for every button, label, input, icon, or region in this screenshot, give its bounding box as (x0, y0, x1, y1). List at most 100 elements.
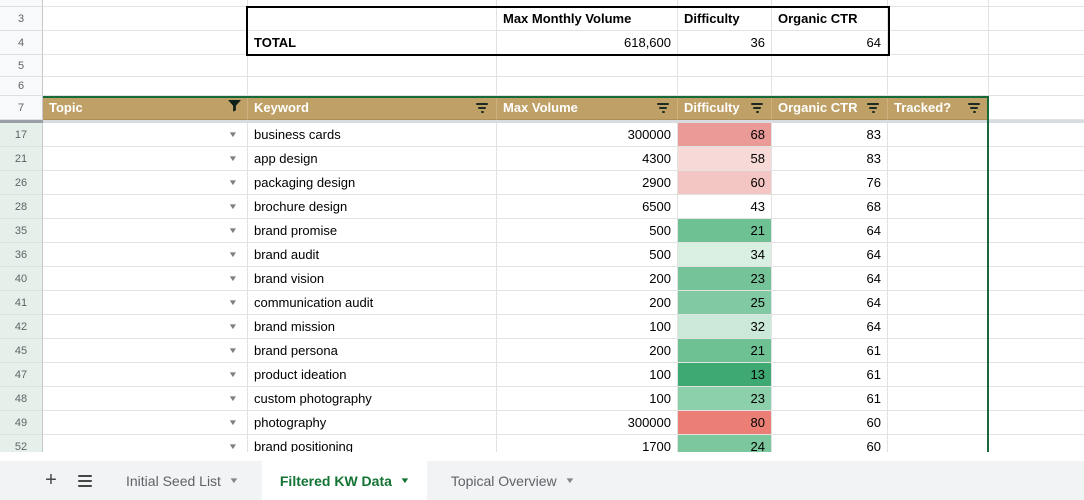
keyword-cell[interactable]: custom photography (248, 387, 497, 411)
column-header-organic-ctr[interactable]: Organic CTR (772, 96, 888, 120)
empty-cell[interactable] (497, 0, 678, 7)
total-volume-cell[interactable]: 618,600 (497, 31, 678, 55)
empty-cell[interactable] (772, 0, 888, 7)
empty-cell[interactable] (497, 77, 678, 96)
difficulty-cell[interactable]: 43 (678, 195, 772, 219)
empty-cell[interactable] (888, 77, 989, 96)
max-volume-cell[interactable]: 300000 (497, 123, 678, 147)
row-number[interactable]: 17 (0, 123, 43, 147)
keyword-cell[interactable]: brand positioning (248, 435, 497, 452)
difficulty-cell[interactable]: 21 (678, 339, 772, 363)
max-volume-cell[interactable]: 4300 (497, 147, 678, 171)
topic-cell[interactable]: ▼ (43, 387, 248, 411)
difficulty-cell[interactable]: 68 (678, 123, 772, 147)
summary-header-difficulty[interactable]: Difficulty (678, 7, 772, 31)
row-number[interactable]: 35 (0, 219, 43, 243)
organic-ctr-cell[interactable]: 61 (772, 339, 888, 363)
row-number[interactable]: 7 (0, 96, 43, 120)
chevron-down-icon[interactable]: ▼ (227, 154, 239, 163)
empty-cell[interactable] (772, 55, 888, 77)
organic-ctr-cell[interactable]: 64 (772, 267, 888, 291)
total-label-cell[interactable]: TOTAL (248, 31, 497, 55)
empty-cell[interactable] (678, 55, 772, 77)
empty-cell[interactable] (989, 7, 1084, 31)
max-volume-cell[interactable]: 100 (497, 387, 678, 411)
organic-ctr-cell[interactable]: 64 (772, 315, 888, 339)
difficulty-cell[interactable]: 23 (678, 267, 772, 291)
empty-cell[interactable] (989, 267, 1084, 291)
filter-icon[interactable] (867, 102, 881, 113)
row-number[interactable]: 48 (0, 387, 43, 411)
max-volume-cell[interactable]: 200 (497, 339, 678, 363)
chevron-down-icon[interactable]: ▼ (564, 476, 576, 485)
row-number[interactable]: 4 (0, 31, 43, 55)
empty-cell[interactable] (989, 0, 1084, 7)
topic-cell[interactable]: ▼ (43, 123, 248, 147)
keyword-cell[interactable]: photography (248, 411, 497, 435)
total-difficulty-cell[interactable]: 36 (678, 31, 772, 55)
chevron-down-icon[interactable]: ▼ (227, 322, 239, 331)
tracked-cell[interactable] (888, 291, 989, 315)
column-header-difficulty[interactable]: Difficulty (678, 96, 772, 120)
row-number[interactable]: 3 (0, 7, 43, 31)
chevron-down-icon[interactable]: ▼ (227, 418, 239, 427)
row-number[interactable]: 41 (0, 291, 43, 315)
keyword-cell[interactable]: business cards (248, 123, 497, 147)
difficulty-cell[interactable]: 23 (678, 387, 772, 411)
tracked-cell[interactable] (888, 363, 989, 387)
empty-cell[interactable] (678, 0, 772, 7)
chevron-down-icon[interactable]: ▼ (227, 442, 239, 451)
max-volume-cell[interactable]: 300000 (497, 411, 678, 435)
topic-cell[interactable]: ▼ (43, 363, 248, 387)
row-number[interactable]: 49 (0, 411, 43, 435)
topic-cell[interactable]: ▼ (43, 315, 248, 339)
empty-cell[interactable] (989, 387, 1084, 411)
tab-filtered-kw-data[interactable]: Filtered KW Data ▼ (261, 461, 427, 500)
row-number[interactable]: 21 (0, 147, 43, 171)
empty-cell[interactable] (43, 55, 248, 77)
keyword-cell[interactable]: brand mission (248, 315, 497, 339)
tracked-cell[interactable] (888, 147, 989, 171)
tracked-cell[interactable] (888, 123, 989, 147)
chevron-down-icon[interactable]: ▼ (227, 346, 239, 355)
difficulty-cell[interactable]: 24 (678, 435, 772, 452)
topic-cell[interactable]: ▼ (43, 219, 248, 243)
empty-cell[interactable] (678, 77, 772, 96)
organic-ctr-cell[interactable]: 61 (772, 363, 888, 387)
filter-icon[interactable] (657, 102, 671, 113)
empty-cell[interactable] (43, 0, 248, 7)
chevron-down-icon[interactable]: ▼ (227, 250, 239, 259)
row-number[interactable]: 45 (0, 339, 43, 363)
organic-ctr-cell[interactable]: 83 (772, 123, 888, 147)
row-number[interactable]: 26 (0, 171, 43, 195)
empty-cell[interactable] (989, 291, 1084, 315)
keyword-cell[interactable]: brand promise (248, 219, 497, 243)
tracked-cell[interactable] (888, 171, 989, 195)
row-number[interactable]: 5 (0, 55, 43, 77)
tracked-cell[interactable] (888, 387, 989, 411)
summary-header-max-monthly-volume[interactable]: Max Monthly Volume (497, 7, 678, 31)
difficulty-cell[interactable]: 60 (678, 171, 772, 195)
max-volume-cell[interactable]: 2900 (497, 171, 678, 195)
empty-cell[interactable] (888, 7, 989, 31)
column-header-max-volume[interactable]: Max Volume (497, 96, 678, 120)
filter-icon[interactable] (968, 102, 982, 113)
empty-cell[interactable] (989, 363, 1084, 387)
filter-icon[interactable] (751, 102, 765, 113)
topic-cell[interactable]: ▼ (43, 435, 248, 452)
organic-ctr-cell[interactable]: 64 (772, 291, 888, 315)
tracked-cell[interactable] (888, 267, 989, 291)
tracked-cell[interactable] (888, 411, 989, 435)
chevron-down-icon[interactable]: ▼ (227, 202, 239, 211)
difficulty-cell[interactable]: 58 (678, 147, 772, 171)
empty-cell[interactable] (989, 195, 1084, 219)
empty-cell[interactable] (989, 339, 1084, 363)
all-sheets-menu-icon[interactable] (72, 461, 98, 500)
max-volume-cell[interactable]: 100 (497, 315, 678, 339)
keyword-cell[interactable]: product ideation (248, 363, 497, 387)
organic-ctr-cell[interactable]: 76 (772, 171, 888, 195)
chevron-down-icon[interactable]: ▼ (227, 130, 239, 139)
topic-cell[interactable]: ▼ (43, 171, 248, 195)
organic-ctr-cell[interactable]: 60 (772, 435, 888, 452)
tracked-cell[interactable] (888, 195, 989, 219)
